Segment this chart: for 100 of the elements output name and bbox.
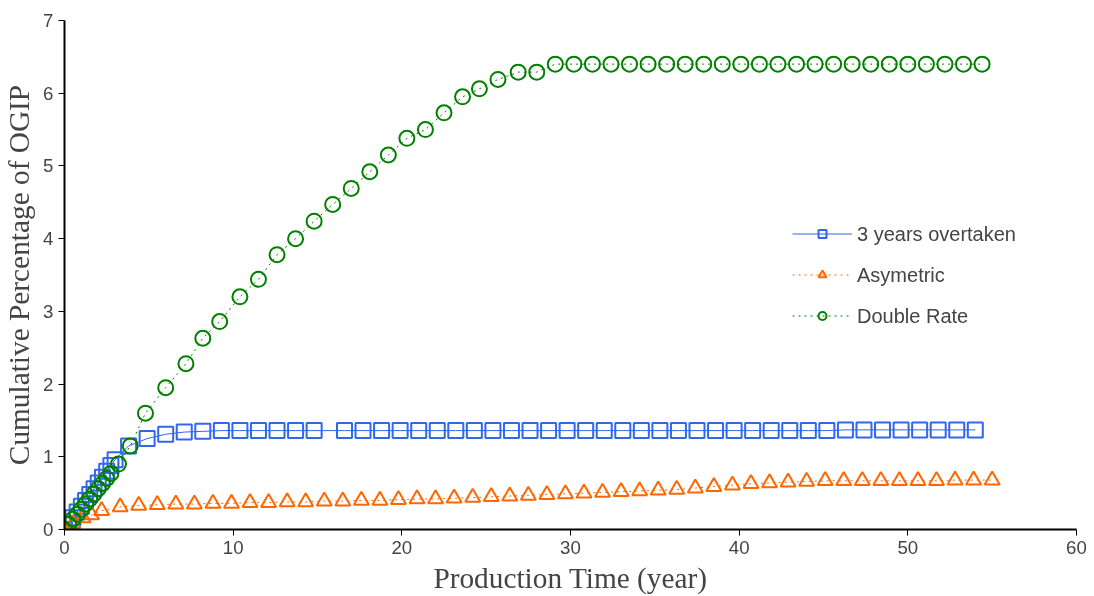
point <box>723 475 741 491</box>
point <box>354 422 372 440</box>
point <box>482 487 500 503</box>
point <box>98 470 116 488</box>
point <box>594 482 612 498</box>
point <box>93 468 111 486</box>
point <box>836 421 854 439</box>
point <box>85 485 103 503</box>
legend-label: Double Rate <box>857 304 969 327</box>
point <box>649 480 667 496</box>
point <box>725 422 743 440</box>
point <box>612 482 630 498</box>
point <box>669 422 687 440</box>
point <box>519 485 537 501</box>
point <box>917 55 935 73</box>
point <box>761 473 779 489</box>
point <box>241 492 259 508</box>
point <box>167 494 185 510</box>
point <box>843 55 861 73</box>
point <box>658 55 676 73</box>
point <box>835 471 853 487</box>
point <box>93 500 111 516</box>
point <box>249 270 267 288</box>
point <box>371 490 389 506</box>
point <box>676 55 694 73</box>
point <box>966 421 984 439</box>
point <box>268 246 286 264</box>
point <box>769 55 787 73</box>
point <box>621 55 639 73</box>
point <box>695 55 713 73</box>
point <box>111 497 129 513</box>
x-tick-label: 40 <box>728 536 750 558</box>
point <box>324 195 342 213</box>
point <box>538 484 556 500</box>
point <box>948 421 966 439</box>
point <box>862 55 880 73</box>
point <box>954 55 972 73</box>
point <box>936 55 954 73</box>
point <box>177 355 195 373</box>
point <box>489 70 507 88</box>
point <box>928 471 946 487</box>
point <box>890 471 908 487</box>
point <box>82 505 100 521</box>
point <box>102 457 120 475</box>
point <box>502 422 520 440</box>
point <box>268 422 286 440</box>
point <box>577 422 595 440</box>
point <box>398 129 416 147</box>
point <box>911 421 929 439</box>
x-tick-label: 50 <box>897 536 919 558</box>
point <box>825 55 843 73</box>
point <box>732 55 750 73</box>
point <box>109 455 127 473</box>
x-tick-label: 30 <box>560 536 581 558</box>
point <box>74 508 92 524</box>
point <box>742 474 760 490</box>
point <box>853 471 871 487</box>
point <box>361 163 379 181</box>
point <box>880 55 898 73</box>
point <box>614 422 632 440</box>
point <box>391 422 409 440</box>
point <box>558 422 576 440</box>
point <box>983 470 1001 486</box>
point <box>639 55 657 73</box>
point <box>93 475 111 493</box>
point <box>175 423 193 441</box>
point <box>779 472 797 488</box>
point <box>102 465 120 482</box>
point <box>428 422 446 440</box>
point <box>595 422 613 440</box>
point <box>447 422 465 440</box>
point <box>287 230 305 248</box>
point <box>816 471 834 487</box>
y-tick-label: 7 <box>43 10 54 31</box>
point <box>287 422 305 440</box>
point <box>89 480 107 498</box>
point <box>222 493 240 509</box>
point <box>157 425 175 443</box>
point <box>909 471 927 487</box>
point <box>528 63 546 81</box>
point <box>416 121 434 139</box>
point <box>501 486 519 502</box>
point <box>342 179 360 197</box>
point <box>185 494 203 510</box>
point <box>212 422 230 440</box>
point <box>373 422 391 440</box>
point <box>231 288 249 306</box>
point <box>249 422 267 440</box>
point <box>194 329 212 347</box>
point <box>389 490 407 506</box>
point <box>408 489 426 505</box>
point <box>540 422 558 440</box>
point <box>157 379 175 397</box>
y-tick-label: 6 <box>43 82 54 104</box>
point <box>750 55 768 73</box>
y-tick-label: 5 <box>43 155 54 177</box>
point <box>713 55 731 73</box>
point <box>946 470 964 486</box>
point <box>106 451 124 469</box>
point <box>565 55 583 73</box>
